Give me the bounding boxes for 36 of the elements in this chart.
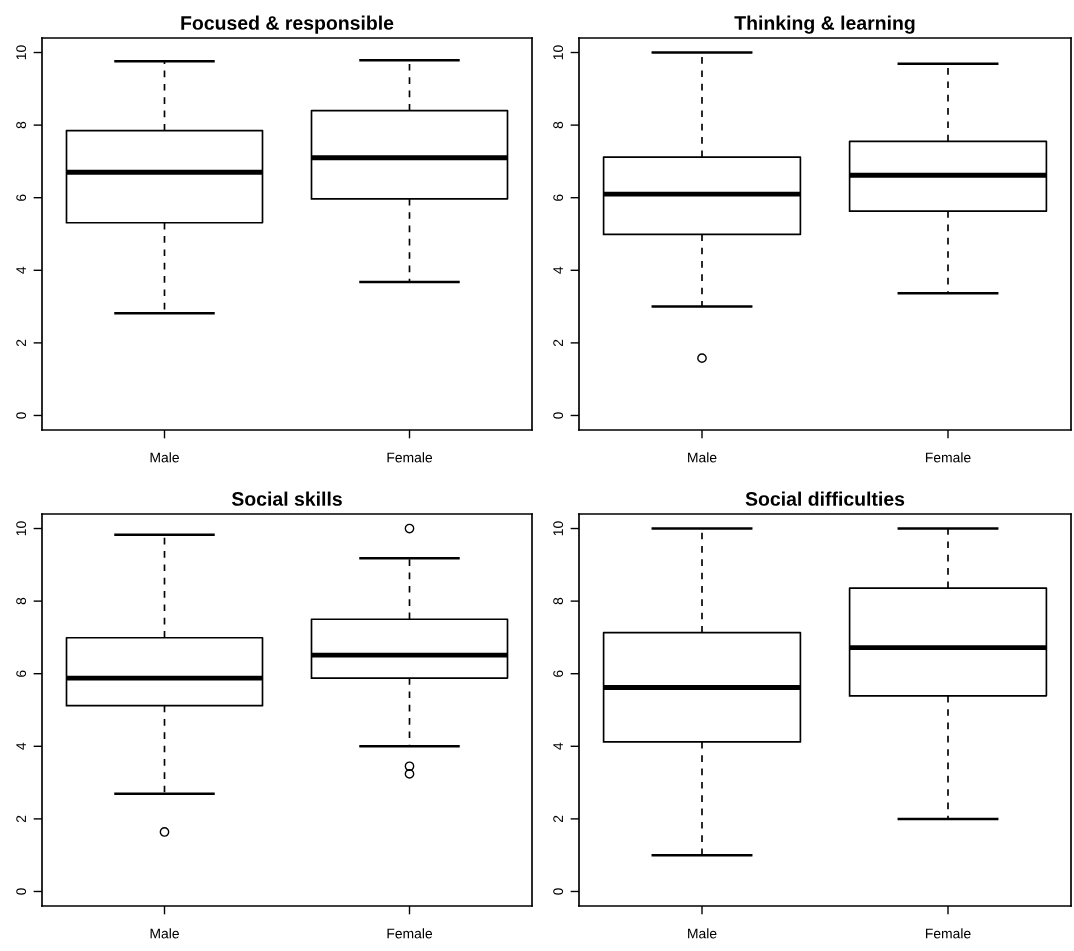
y-tick-label: 2 bbox=[553, 339, 563, 347]
chart-title: Focused & responsible bbox=[181, 15, 394, 34]
chart-title: Social skills bbox=[231, 491, 342, 506]
y-tick-label: 4 bbox=[553, 266, 563, 274]
y-tick-label: 6 bbox=[16, 670, 27, 677]
y-tick-label: 10 bbox=[553, 45, 564, 60]
y-tick-label: 4 bbox=[16, 266, 26, 274]
chart-title: Thinking & learning bbox=[734, 15, 915, 34]
y-tick-label: 8 bbox=[553, 121, 564, 129]
y-tick-label: 8 bbox=[16, 121, 27, 129]
x-tick-label: Female bbox=[387, 452, 433, 463]
y-tick-label: 4 bbox=[16, 742, 26, 750]
x-tick-label: Female bbox=[387, 928, 433, 939]
y-tick-label: 6 bbox=[16, 194, 27, 201]
y-tick-label: 8 bbox=[553, 597, 564, 605]
x-tick-label: Male bbox=[688, 452, 717, 463]
y-tick-label: 0 bbox=[16, 888, 27, 895]
y-tick-label: 2 bbox=[16, 815, 26, 823]
x-tick-label: Male bbox=[150, 452, 179, 463]
y-tick-label: 6 bbox=[553, 194, 564, 201]
y-tick-label: 10 bbox=[16, 521, 27, 536]
y-tick-label: 4 bbox=[553, 742, 563, 750]
y-tick-label: 2 bbox=[553, 815, 563, 823]
x-tick-label: Female bbox=[925, 928, 971, 939]
y-tick-label: 10 bbox=[553, 521, 564, 536]
x-tick-label: Female bbox=[925, 452, 971, 463]
y-tick-label: 0 bbox=[553, 888, 564, 895]
y-tick-label: 6 bbox=[553, 670, 564, 677]
x-tick-label: Male bbox=[150, 928, 179, 939]
y-tick-label: 2 bbox=[16, 339, 26, 347]
chart-title: Social difficulties bbox=[745, 491, 905, 506]
y-tick-label: 0 bbox=[553, 412, 564, 419]
x-tick-label: Male bbox=[688, 928, 717, 939]
y-tick-label: 8 bbox=[16, 597, 27, 605]
y-tick-label: 0 bbox=[16, 412, 27, 419]
y-tick-label: 10 bbox=[16, 45, 27, 60]
